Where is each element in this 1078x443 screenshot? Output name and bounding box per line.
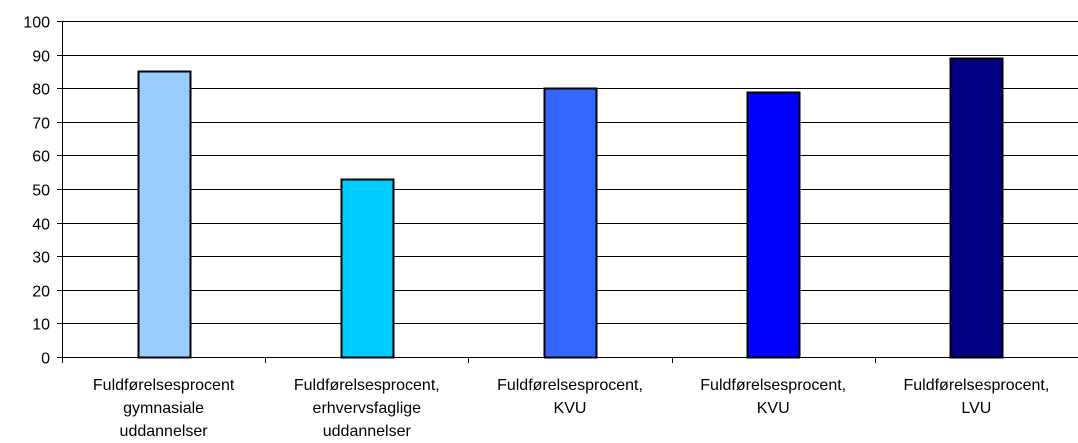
bars [137, 57, 1004, 359]
x-tick-label: Fuldførelsesprocent, KVU [700, 377, 846, 417]
y-tick-label: 10 [32, 317, 50, 334]
bar [340, 178, 395, 359]
x-tick-label: Fuldførelsesprocent, LVU [903, 377, 1049, 417]
axes [57, 21, 1078, 363]
x-tick-label: Fuldførelsesprocent, KVU [497, 377, 643, 417]
y-tick-label: 90 [32, 49, 50, 66]
x-tick-label: Fuldførelsesprocent, erhvervsfaglige uddan… [294, 377, 440, 440]
bar [949, 57, 1004, 359]
y-tick-label: 60 [32, 149, 50, 166]
y-tick-label: 30 [32, 250, 50, 267]
y-tick-label: 50 [32, 183, 50, 200]
y-tick-label: 0 [41, 351, 50, 368]
x-tick-label: Fuldførelsesprocent gymnasiale uddannelser [93, 377, 235, 440]
bar [137, 70, 192, 359]
bar [543, 87, 598, 359]
y-tick-label: 20 [32, 284, 50, 301]
bar [746, 91, 801, 359]
x-tick-labels: Fuldførelsesprocent gymnasiale uddannelser… [93, 377, 1049, 440]
y-tick-label: 40 [32, 217, 50, 234]
y-tick-label: 70 [32, 116, 50, 133]
y-tick-labels: 0 10 20 30 40 50 60 70 80 90 100 [23, 15, 50, 368]
y-tick-label: 100 [23, 15, 50, 32]
y-tick-label: 80 [32, 82, 50, 99]
